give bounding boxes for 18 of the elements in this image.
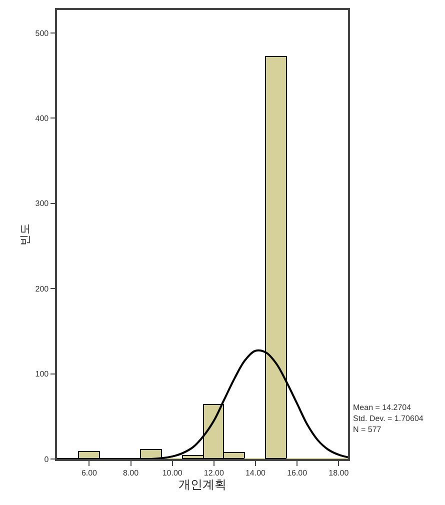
x-tick-label: 16.00 bbox=[287, 468, 308, 478]
x-tick-label: 8.00 bbox=[123, 468, 140, 478]
y-tick-label: 400 bbox=[35, 114, 50, 123]
x-tick-label: 6.00 bbox=[81, 468, 98, 478]
y-axis-title: 빈도 bbox=[18, 224, 32, 246]
text: Std. Dev. = 1.70604 bbox=[353, 414, 424, 423]
text: N = 577 bbox=[353, 425, 382, 434]
x-tick-label: 18.00 bbox=[328, 468, 350, 478]
x-tick-label: 12.00 bbox=[204, 468, 224, 478]
x-tick-label: 14.00 bbox=[245, 468, 266, 478]
y-tick-label: 200 bbox=[35, 284, 50, 294]
y-tick-label: 300 bbox=[35, 199, 50, 208]
x-axis-title: 개인계획 bbox=[178, 478, 226, 492]
y-tick-label: 100 bbox=[35, 370, 50, 379]
y-tick-label: 0 bbox=[44, 454, 50, 464]
x-tick-label: 10.00 bbox=[162, 468, 183, 478]
y-tick-label: 500 bbox=[35, 28, 50, 38]
text: Mean = 14.2704 bbox=[353, 403, 412, 412]
